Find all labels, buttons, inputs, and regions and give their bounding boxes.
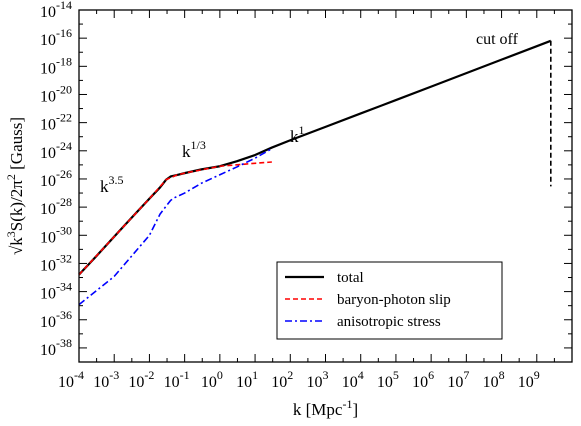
- y-tick-label-10: 10-34: [40, 280, 72, 303]
- y-axis-label: √k3S(k)/2π2 [Gauss]: [4, 117, 26, 255]
- x-tick-label-8: 104: [342, 368, 364, 391]
- x-tick-label-4: 100: [201, 368, 223, 391]
- x-tick-label-1: 10-3: [93, 368, 119, 391]
- y-tick-label-7: 10-28: [40, 195, 72, 218]
- annotation-cutoff: cut off: [476, 31, 519, 48]
- x-tick-label-3: 10-1: [164, 368, 190, 391]
- y-tick-label-12: 10-38: [40, 336, 72, 359]
- series-layer: [78, 39, 552, 306]
- x-axis-label: k [Mpc-1]: [293, 397, 358, 419]
- y-tick-label-8: 10-30: [40, 223, 72, 246]
- legend-box: [276, 261, 503, 340]
- annotation-k-1-3: k1/3: [182, 138, 206, 161]
- x-tick-label-7: 103: [307, 368, 329, 391]
- x-tick-labels: 10-4 10-3 10-2 10-1 100 101 102 103 104 105 106 107…: [58, 368, 540, 391]
- x-tick-label-5: 101: [236, 368, 258, 391]
- y-tick-labels: 10-14 10-16 10-18 10-20 10-22 10-24 10-26 10-28…: [40, 0, 72, 359]
- x-tick-label-10: 106: [412, 368, 434, 391]
- y-tick-label-9: 10-32: [40, 251, 72, 274]
- x-tick-label-11: 107: [447, 368, 469, 391]
- x-tick-label-9: 105: [377, 368, 399, 391]
- y-tick-label-2: 10-18: [40, 54, 72, 77]
- y-tick-label-11: 10-36: [40, 308, 72, 331]
- y-tick-label-4: 10-22: [40, 111, 72, 134]
- y-tick-label-3: 10-20: [40, 82, 72, 105]
- legend-label-anisotropic-stress: anisotropic stress: [337, 314, 441, 330]
- x-tick-label-2: 10-2: [128, 368, 154, 391]
- tick-layer: [78, 9, 572, 363]
- annotation-k-3.5: k3.5: [100, 173, 124, 196]
- x-tick-label-6: 102: [271, 368, 293, 391]
- x-tick-label-0: 10-4: [58, 368, 84, 391]
- legend-label-total: total: [337, 270, 364, 286]
- annotation-k-1: k1: [290, 123, 305, 146]
- series-anisotropic-stress: [78, 148, 273, 306]
- x-tick-label-13: 109: [518, 368, 540, 391]
- series-total: [78, 39, 552, 276]
- y-tick-label-1: 10-16: [40, 26, 72, 49]
- legend: total baryon-photon slip anisotropic str…: [276, 261, 503, 340]
- y-tick-label-0: 10-14: [40, 0, 72, 21]
- y-tick-label-5: 10-24: [40, 139, 72, 162]
- y-tick-label-6: 10-26: [40, 167, 72, 190]
- x-tick-label-12: 108: [483, 368, 505, 391]
- legend-label-baryon-photon-slip: baryon-photon slip: [337, 292, 451, 308]
